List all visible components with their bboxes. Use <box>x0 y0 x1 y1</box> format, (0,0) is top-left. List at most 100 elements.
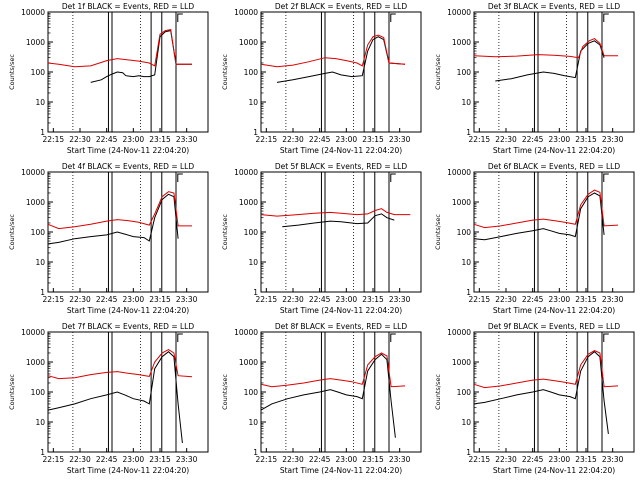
x-axis-label: Start Time (24-Nov-11 22:04:20) <box>280 466 402 475</box>
plot-frame <box>260 11 422 133</box>
bracket-marker <box>603 13 609 22</box>
chart-title: Det 6f BLACK = Events, RED = LLD <box>488 162 621 171</box>
y-tick-label: 1000 <box>26 358 45 367</box>
x-tick-label: 23:00 <box>336 455 358 464</box>
x-tick-label: 22:30 <box>69 135 91 144</box>
x-tick-label: 22:15 <box>469 295 491 304</box>
x-tick-label: 22:15 <box>469 135 491 144</box>
x-tick-label: 23:00 <box>549 295 571 304</box>
x-tick-label: 22:30 <box>495 135 517 144</box>
plot-frame <box>260 331 422 453</box>
y-tick-label: 100 <box>31 388 46 397</box>
events-series-line <box>473 351 609 434</box>
x-tick-label: 22:15 <box>256 295 278 304</box>
y-tick-label: 1 <box>466 128 471 137</box>
x-tick-label: 23:00 <box>123 455 145 464</box>
detector-panel-8: Det 8f BLACK = Events, RED = LLD 1 10 100 10… <box>213 320 426 480</box>
y-tick-label: 1 <box>40 288 45 297</box>
lld-series-line <box>473 189 619 229</box>
chart-svg: Det 4f BLACK = Events, RED = LLD 1 10 100 10… <box>8 162 209 315</box>
events-series-line <box>282 213 395 228</box>
x-tick-label: 23:30 <box>176 455 198 464</box>
x-tick-label: 22:30 <box>495 295 517 304</box>
y-tick-label: 1000 <box>26 198 45 207</box>
y-tick-label: 10000 <box>234 168 258 177</box>
y-axis-label: Counts/sec <box>434 54 442 90</box>
x-axis-label: Start Time (24-Nov-11 22:04:20) <box>67 146 189 155</box>
y-tick-label: 1000 <box>452 38 471 47</box>
y-tick-label: 1000 <box>26 38 45 47</box>
plot-frame <box>47 331 209 453</box>
bracket-marker <box>177 13 183 22</box>
y-tick-label: 1 <box>40 128 45 137</box>
detector-panel-9: Det 9f BLACK = Events, RED = LLD 1 10 100 10… <box>426 320 639 480</box>
x-tick-label: 23:15 <box>149 455 171 464</box>
x-tick-label: 23:15 <box>575 135 597 144</box>
plot-frame <box>473 331 635 453</box>
y-axis-label: Counts/sec <box>8 374 16 410</box>
bracket-marker <box>390 173 396 182</box>
y-tick-label: 10 <box>35 98 45 107</box>
detector-panel-1: Det 1f BLACK = Events, RED = LLD 1 10 100 10… <box>0 0 213 160</box>
x-axis-label: Start Time (24-Nov-11 22:04:20) <box>493 306 615 315</box>
chart-svg: Det 2f BLACK = Events, RED = LLD 1 10 100 10… <box>221 2 422 155</box>
y-tick-label: 10000 <box>234 8 258 17</box>
y-tick-label: 10000 <box>21 168 45 177</box>
y-tick-label: 1 <box>466 288 471 297</box>
x-tick-label: 23:00 <box>123 295 145 304</box>
y-tick-label: 10000 <box>234 328 258 337</box>
y-tick-label: 10 <box>35 418 45 427</box>
chart-title: Det 8f BLACK = Events, RED = LLD <box>275 322 408 331</box>
x-tick-label: 22:15 <box>43 295 65 304</box>
y-axis-label: Counts/sec <box>8 214 16 250</box>
chart-svg: Det 8f BLACK = Events, RED = LLD 1 10 100 10… <box>221 322 422 475</box>
lld-series-line <box>473 38 618 59</box>
bracket-marker <box>177 333 183 342</box>
x-axis-label: Start Time (24-Nov-11 22:04:20) <box>280 306 402 315</box>
x-axis-label: Start Time (24-Nov-11 22:04:20) <box>280 146 402 155</box>
lld-series-line <box>47 29 192 68</box>
events-series-line <box>260 353 396 438</box>
x-tick-label: 23:30 <box>602 295 624 304</box>
x-tick-label: 22:30 <box>69 295 91 304</box>
x-axis-label: Start Time (24-Nov-11 22:04:20) <box>493 466 615 475</box>
y-axis-label: Counts/sec <box>221 214 229 250</box>
y-tick-label: 100 <box>31 228 46 237</box>
y-tick-label: 1000 <box>239 198 258 207</box>
x-tick-label: 23:30 <box>389 455 411 464</box>
x-tick-label: 22:15 <box>43 455 65 464</box>
x-tick-label: 23:15 <box>575 295 597 304</box>
x-tick-label: 22:30 <box>282 295 304 304</box>
x-tick-label: 22:45 <box>309 455 331 464</box>
y-tick-label: 1 <box>253 288 258 297</box>
y-axis-label: Counts/sec <box>434 374 442 410</box>
chart-title: Det 9f BLACK = Events, RED = LLD <box>488 322 621 331</box>
x-tick-label: 22:30 <box>69 455 91 464</box>
x-tick-label: 23:00 <box>123 135 145 144</box>
chart-svg: Det 1f BLACK = Events, RED = LLD 1 10 100 10… <box>8 2 209 155</box>
y-tick-label: 1 <box>466 448 471 457</box>
y-tick-label: 10 <box>35 258 45 267</box>
x-tick-label: 22:45 <box>96 295 118 304</box>
bracket-marker <box>390 13 396 22</box>
chart-title: Det 1f BLACK = Events, RED = LLD <box>62 2 195 11</box>
x-tick-label: 23:30 <box>176 295 198 304</box>
y-tick-label: 1000 <box>452 358 471 367</box>
x-axis-label: Start Time (24-Nov-11 22:04:20) <box>67 306 189 315</box>
y-tick-label: 10 <box>461 98 471 107</box>
y-tick-label: 100 <box>457 228 472 237</box>
x-tick-label: 23:00 <box>549 135 571 144</box>
y-tick-label: 1 <box>253 448 258 457</box>
y-tick-label: 100 <box>457 68 472 77</box>
y-tick-label: 1000 <box>239 358 258 367</box>
y-axis-label: Counts/sec <box>221 54 229 90</box>
y-tick-label: 100 <box>244 68 259 77</box>
x-tick-label: 22:45 <box>309 135 331 144</box>
chart-title: Det 5f BLACK = Events, RED = LLD <box>275 162 408 171</box>
y-tick-label: 10 <box>248 418 258 427</box>
chart-title: Det 2f BLACK = Events, RED = LLD <box>275 2 408 11</box>
x-tick-label: 22:15 <box>256 455 278 464</box>
y-tick-label: 100 <box>244 388 259 397</box>
y-axis-label: Counts/sec <box>221 374 229 410</box>
